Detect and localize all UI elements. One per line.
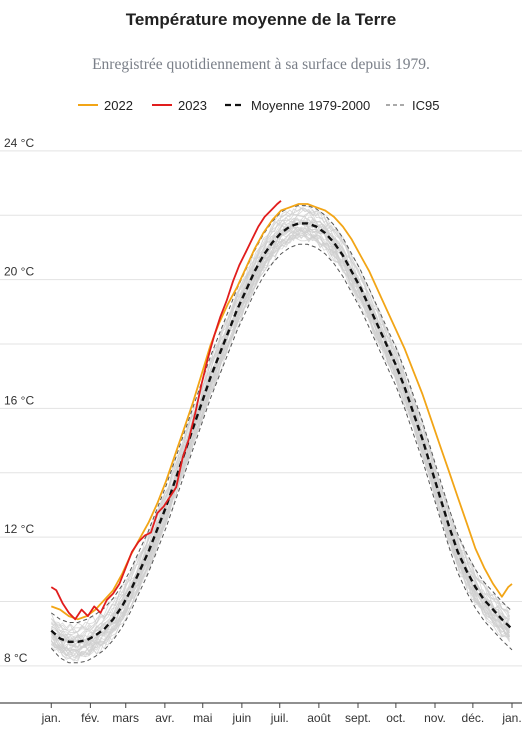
- past-year-line: [50, 226, 510, 652]
- x-tick-label: août: [307, 711, 331, 725]
- historical-spaghetti-band: [50, 204, 510, 662]
- past-year-line: [50, 225, 510, 651]
- x-tick-label: mars: [112, 711, 139, 725]
- past-year-line: [50, 232, 510, 662]
- x-tick-label: jan.: [501, 711, 521, 725]
- x-tick-label: fév.: [81, 711, 99, 725]
- legend-label: Moyenne 1979-2000: [251, 98, 370, 113]
- past-year-line: [50, 231, 510, 659]
- past-year-line: [51, 212, 510, 639]
- x-tick-label: juil.: [270, 711, 289, 725]
- x-tick-label: juin: [232, 711, 252, 725]
- legend-label: 2023: [178, 98, 207, 113]
- y-tick-label: 20 °C: [4, 265, 34, 279]
- legend: 2022 2023 Moyenne 1979-2000 IC95: [78, 98, 439, 113]
- x-tick-label: mai: [193, 711, 212, 725]
- gridlines: [0, 150, 522, 667]
- mean-1979-2000-line: [50, 222, 513, 643]
- past-year-line: [51, 226, 510, 649]
- x-tick-label: avr.: [155, 711, 174, 725]
- ic95-lower-line: [50, 243, 513, 664]
- ic95-upper-line: [51, 205, 513, 623]
- past-year-line: [50, 229, 510, 658]
- x-tick-label: déc.: [462, 711, 485, 725]
- y-axis: 8 °C 12 °C 16 °C 20 °C 24 °C: [4, 136, 34, 665]
- y-tick-label: 12 °C: [4, 522, 34, 536]
- legend-label: 2022: [104, 98, 133, 113]
- legend-label: IC95: [412, 98, 439, 113]
- past-year-line: [51, 220, 510, 646]
- x-axis: jan. fév. mars avr. mai juin juil. août sept. oct…: [0, 702, 522, 725]
- past-year-line: [51, 205, 510, 633]
- past-year-line: [50, 207, 510, 633]
- x-tick-label: nov.: [424, 711, 446, 725]
- past-year-line: [50, 208, 510, 631]
- chart-title: Température moyenne de la Terre: [125, 10, 397, 29]
- series-lines: [50, 200, 513, 664]
- x-tick-label: oct.: [386, 711, 405, 725]
- series-2023-line: [50, 200, 282, 621]
- past-year-line: [51, 207, 510, 636]
- x-tick-label: jan.: [41, 711, 61, 725]
- x-tick-label: sept.: [345, 711, 371, 725]
- y-tick-label: 24 °C: [4, 136, 34, 150]
- series-2022-line: [50, 203, 513, 621]
- y-tick-label: 8 °C: [4, 651, 28, 665]
- past-year-line: [50, 204, 510, 629]
- chart-subtitle: Enregistrée quotidiennement à sa surface…: [92, 56, 430, 73]
- past-year-line: [51, 227, 510, 649]
- past-year-line: [51, 211, 510, 639]
- y-tick-label: 16 °C: [4, 393, 34, 407]
